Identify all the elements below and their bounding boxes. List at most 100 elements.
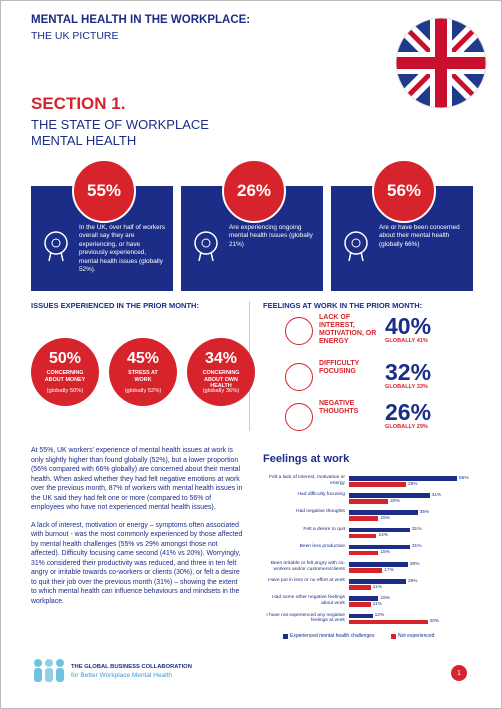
- value-label: 29%: [407, 481, 418, 487]
- feeling-value: 32%: [385, 359, 432, 385]
- category-label: I have not experienced any negative feel…: [266, 612, 345, 624]
- bar: [349, 527, 410, 533]
- bar: [349, 613, 373, 619]
- uk-flag: [395, 17, 487, 109]
- stat-card: In the UK, over half of workers overall …: [31, 186, 173, 291]
- value-label: 31%: [411, 527, 422, 533]
- feeling-value: 40%: [385, 313, 432, 339]
- page-number: 1: [451, 665, 467, 681]
- card-icon: [344, 231, 368, 262]
- issue-label: CONCERNING ABOUT MONEY: [44, 370, 86, 383]
- card-value: 26%: [222, 159, 286, 223]
- issue-global: (globally 36%): [202, 388, 240, 394]
- issue-value: 50%: [48, 350, 82, 367]
- value-label: 35%: [419, 509, 430, 515]
- bar: [349, 619, 428, 625]
- category-label: Been irritable or felt angry with co-wor…: [270, 561, 345, 572]
- issues-title: ISSUES EXPERIENCED IN THE PRIOR MONTH:: [31, 301, 199, 310]
- feeling-label: NEGATIVE THOUGHTS: [319, 400, 359, 415]
- card-value: 55%: [72, 159, 136, 223]
- bar: [349, 568, 383, 573]
- bar: [349, 533, 377, 539]
- value-label: 20%: [390, 498, 400, 504]
- body-text: At 55%, UK workers' experience of mental…: [31, 446, 243, 614]
- feeling-value: 26%: [385, 399, 432, 425]
- issue-label: CONCERNING ABOUT OWN HEALTH: [202, 370, 240, 389]
- card-text: Are or have been concerned about their m…: [379, 224, 460, 248]
- feeling-icon: [285, 317, 313, 345]
- card-value: 56%: [372, 159, 436, 223]
- bar: [349, 516, 379, 521]
- category-label: Been less productive: [299, 543, 345, 549]
- issue-value: 34%: [204, 350, 238, 367]
- feeling-label: DIFFICULTY FOCUSING: [319, 360, 360, 375]
- paragraph: A lack of interest, motivation or energy…: [31, 521, 243, 605]
- issue-value: 45%: [126, 350, 160, 367]
- value-label: 55%: [459, 475, 469, 481]
- header-title: MENTAL HEALTH IN THE WORKPLACE:: [31, 14, 251, 26]
- value-label: 15%: [380, 515, 391, 521]
- bar: [349, 585, 371, 590]
- chart-title: Feelings at work: [263, 453, 350, 465]
- issue-global: (globally 52%): [124, 388, 162, 394]
- bar: [349, 482, 406, 487]
- card-text: In the UK, over half of workers overall …: [79, 224, 165, 274]
- paragraph: At 55%, UK workers' experience of mental…: [31, 447, 243, 511]
- bar: [349, 510, 418, 515]
- category-label: Had difficulty focusing: [297, 492, 345, 498]
- feelings-title: FEELINGS AT WORK IN THE PRIOR MONTH:: [263, 301, 423, 310]
- card-icon: [44, 231, 68, 262]
- value-label: 29%: [407, 578, 418, 584]
- bar: [349, 499, 389, 504]
- card-icon: [194, 231, 218, 262]
- issue-global: (globally 50%): [46, 388, 84, 394]
- issue-circle: 50% CONCERNING ABOUT MONEY (globally 50%): [31, 338, 99, 406]
- section-title: THE STATE OF WORKPLACE MENTAL HEALTH: [31, 117, 209, 148]
- legend-label: Not experienced: [398, 633, 435, 640]
- value-label: 17%: [384, 567, 394, 573]
- category-label: Had negative thoughts: [296, 509, 345, 515]
- bar: [349, 602, 371, 607]
- legend-swatch: [391, 633, 396, 639]
- bar: [349, 550, 379, 556]
- bar: [349, 562, 408, 567]
- value-label: 40%: [429, 619, 440, 625]
- bar: [349, 476, 457, 481]
- feeling-icon: [285, 403, 313, 431]
- category-label: Felt a desire to quit: [303, 526, 345, 532]
- bar: [349, 579, 406, 584]
- chart: Felt a lack of interest, motivation or e…: [263, 475, 478, 650]
- value-label: 15%: [380, 595, 391, 601]
- feeling-global: GLOBALLY 41%: [385, 338, 428, 344]
- section-label: SECTION 1.: [31, 94, 126, 113]
- legend-swatch: [283, 633, 288, 639]
- value-label: 12%: [374, 613, 385, 619]
- footer-org: THE GLOBAL BUSINESS COLLABORATION: [71, 664, 192, 670]
- feeling-label: LACK OF INTEREST, MOTIVATION, OR ENERGY: [319, 314, 377, 345]
- footer-tagline: for Better Workplace Mental Health: [71, 672, 173, 679]
- bar: [349, 493, 430, 498]
- issue-label: STRESS AT WORK: [128, 370, 158, 383]
- logo: [34, 659, 64, 682]
- value-label: 31%: [411, 544, 422, 550]
- feeling-global: GLOBALLY 29%: [385, 424, 428, 430]
- feeling-global: GLOBALLY 33%: [385, 384, 428, 390]
- header-subtitle: THE UK PICTURE: [31, 30, 119, 42]
- legend-label: Experienced mental health challenges: [290, 633, 375, 640]
- value-label: 41%: [431, 492, 442, 498]
- bar: [349, 544, 410, 550]
- value-label: 14%: [378, 533, 389, 539]
- feeling-icon: [285, 363, 313, 391]
- issue-circle: 34% CONCERNING ABOUT OWN HEALTH (globally …: [187, 338, 255, 406]
- value-label: 11%: [372, 584, 382, 590]
- value-label: 11%: [372, 601, 382, 607]
- value-label: 15%: [380, 550, 391, 556]
- category-label: Have put in less or no effort at work: [268, 578, 345, 584]
- category-label: Had some other negative feelings about w…: [272, 595, 345, 606]
- card-text: Are experiencing ongoing mental health i…: [229, 224, 313, 248]
- category-label: Felt a lack of interest, motivation or e…: [269, 475, 345, 486]
- issue-circle: 45% STRESS AT WORK (globally 52%): [109, 338, 177, 406]
- bar: [349, 596, 379, 601]
- value-label: 30%: [409, 561, 420, 567]
